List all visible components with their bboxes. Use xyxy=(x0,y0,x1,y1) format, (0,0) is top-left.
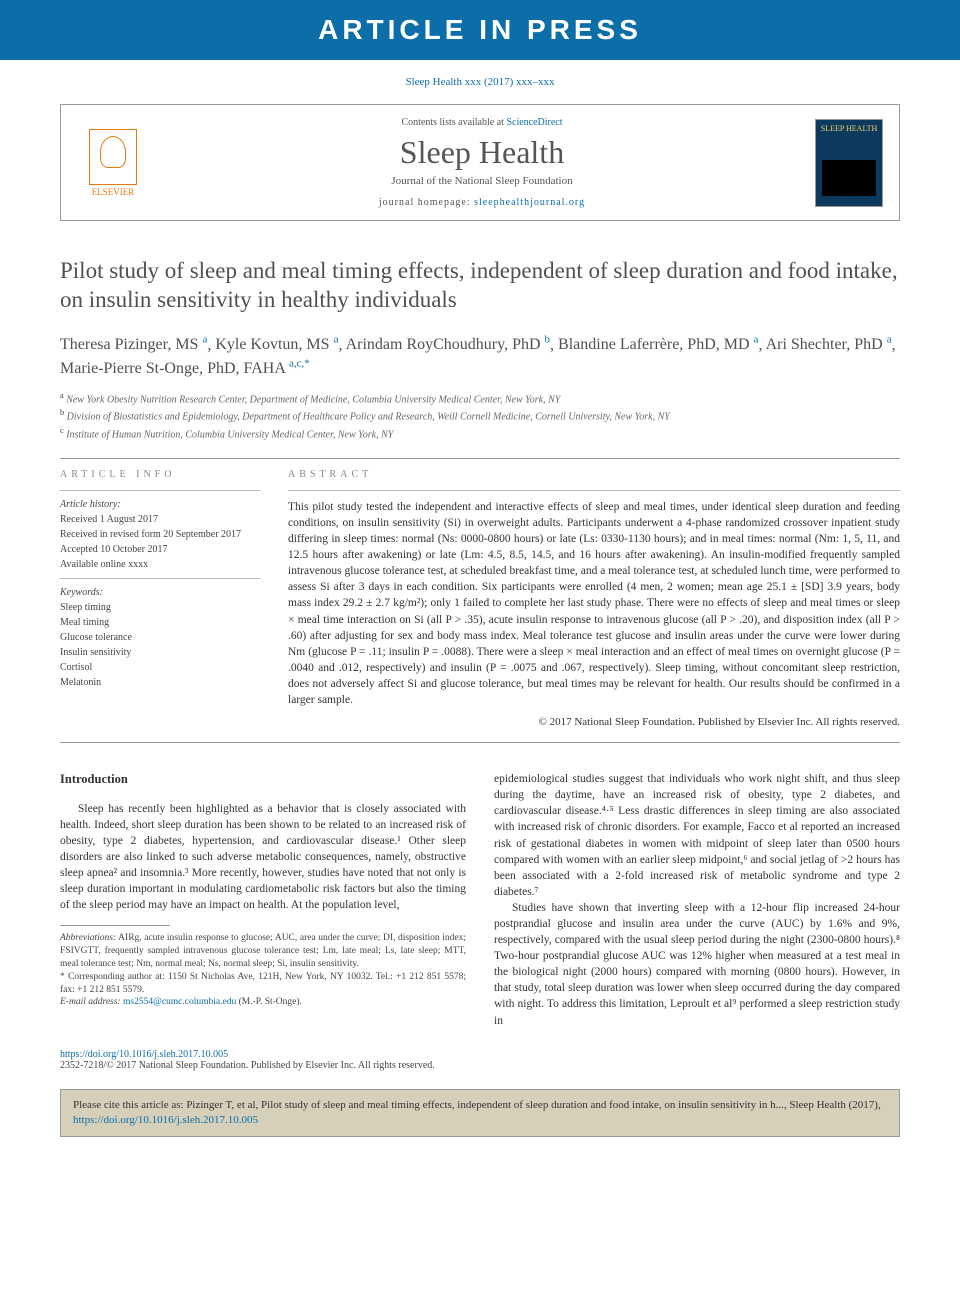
issn-copyright: 2352-7218/© 2017 National Sleep Foundati… xyxy=(60,1060,435,1071)
affiliations: a New York Obesity Nutrition Research Ce… xyxy=(60,390,900,442)
journal-subtitle: Journal of the National Sleep Foundation xyxy=(165,175,799,187)
abstract-heading: ABSTRACT xyxy=(288,469,900,480)
divider xyxy=(60,742,900,743)
authors-line: Theresa Pizinger, MS a, Kyle Kovtun, MS … xyxy=(60,333,900,380)
history-line: Accepted 10 October 2017 xyxy=(60,542,260,557)
cover-image-placeholder xyxy=(822,160,876,196)
article-info-heading: ARTICLE INFO xyxy=(60,469,260,480)
keyword: Sleep timing xyxy=(60,600,260,615)
email-link[interactable]: ms2554@cumc.columbia.edu xyxy=(123,997,236,1007)
please-cite-box: Please cite this article as: Pizinger T,… xyxy=(60,1089,900,1138)
publisher-name: ELSEVIER xyxy=(92,187,135,197)
author: Kyle Kovtun, MS a xyxy=(215,336,338,353)
doi-link[interactable]: https://doi.org/10.1016/j.sleh.2017.10.0… xyxy=(60,1049,228,1060)
body-paragraph: Studies have shown that inverting sleep … xyxy=(494,900,900,1029)
history-line: Received in revised form 20 September 20… xyxy=(60,527,260,542)
article-title: Pilot study of sleep and meal timing eff… xyxy=(60,257,900,315)
divider xyxy=(60,458,900,459)
keyword: Melatonin xyxy=(60,675,260,690)
journal-cover-thumbnail: SLEEP HEALTH xyxy=(815,119,883,207)
history-label: Article history: xyxy=(60,499,260,510)
footnote-rule xyxy=(60,925,170,926)
introduction-heading: Introduction xyxy=(60,771,466,789)
history-line: Available online xxxx xyxy=(60,557,260,572)
affiliation: c Institute of Human Nutrition, Columbia… xyxy=(60,425,900,442)
cite-doi-link[interactable]: https://doi.org/10.1016/j.sleh.2017.10.0… xyxy=(73,1114,258,1126)
keyword: Insulin sensitivity xyxy=(60,645,260,660)
author: Arindam RoyChoudhury, PhD b xyxy=(346,336,550,353)
copyright-line: © 2017 National Sleep Foundation. Publis… xyxy=(288,716,900,728)
keyword: Glucose tolerance xyxy=(60,630,260,645)
journal-name: Sleep Health xyxy=(165,134,799,171)
affiliation: b Division of Biostatistics and Epidemio… xyxy=(60,407,900,424)
masthead-center: Contents lists available at ScienceDirec… xyxy=(165,117,799,208)
author: Marie-Pierre St-Onge, PhD, FAHA a,c,* xyxy=(60,360,310,377)
email-line: E-mail address: ms2554@cumc.columbia.edu… xyxy=(60,996,466,1009)
journal-masthead: ELSEVIER Contents lists available at Sci… xyxy=(60,104,900,221)
body-two-column: Introduction Sleep has recently been hig… xyxy=(60,771,900,1029)
keyword: Cortisol xyxy=(60,660,260,675)
article-in-press-banner: ARTICLE IN PRESS xyxy=(0,0,960,60)
corresponding-author: * Corresponding author at: 1150 St Nicho… xyxy=(60,971,466,997)
body-paragraph: epidemiological studies suggest that ind… xyxy=(494,771,900,900)
journal-homepage-link[interactable]: sleephealthjournal.org xyxy=(474,197,585,208)
doi-block: https://doi.org/10.1016/j.sleh.2017.10.0… xyxy=(60,1049,900,1071)
keywords-label: Keywords: xyxy=(60,587,260,598)
author: Theresa Pizinger, MS a xyxy=(60,336,207,353)
abstract-column: ABSTRACT This pilot study tested the ind… xyxy=(288,469,900,728)
homepage-pre: journal homepage: xyxy=(379,197,474,208)
footnotes-block: Abbreviations: AIRg, acute insulin respo… xyxy=(60,925,466,1009)
header-citation: Sleep Health xxx (2017) xxx–xxx xyxy=(0,60,960,104)
abstract-text: This pilot study tested the independent … xyxy=(288,499,900,708)
contents-pre: Contents lists available at xyxy=(401,117,506,128)
sciencedirect-link[interactable]: ScienceDirect xyxy=(506,117,562,128)
elsevier-logo: ELSEVIER xyxy=(77,129,149,197)
keyword: Meal timing xyxy=(60,615,260,630)
history-line: Received 1 August 2017 xyxy=(60,512,260,527)
cite-text: Please cite this article as: Pizinger T,… xyxy=(73,1099,881,1111)
body-paragraph: Sleep has recently been highlighted as a… xyxy=(60,801,466,914)
contents-available-line: Contents lists available at ScienceDirec… xyxy=(165,117,799,128)
author: Ari Shechter, PhD a xyxy=(766,336,892,353)
abbreviations: Abbreviations: AIRg, acute insulin respo… xyxy=(60,932,466,970)
author: Blandine Laferrère, PhD, MD a xyxy=(558,336,758,353)
elsevier-tree-icon xyxy=(89,129,137,185)
article-info-column: ARTICLE INFO Article history: Received 1… xyxy=(60,469,260,728)
affiliation: a New York Obesity Nutrition Research Ce… xyxy=(60,390,900,407)
journal-homepage-line: journal homepage: sleephealthjournal.org xyxy=(165,197,799,208)
cover-title: SLEEP HEALTH xyxy=(816,120,882,137)
